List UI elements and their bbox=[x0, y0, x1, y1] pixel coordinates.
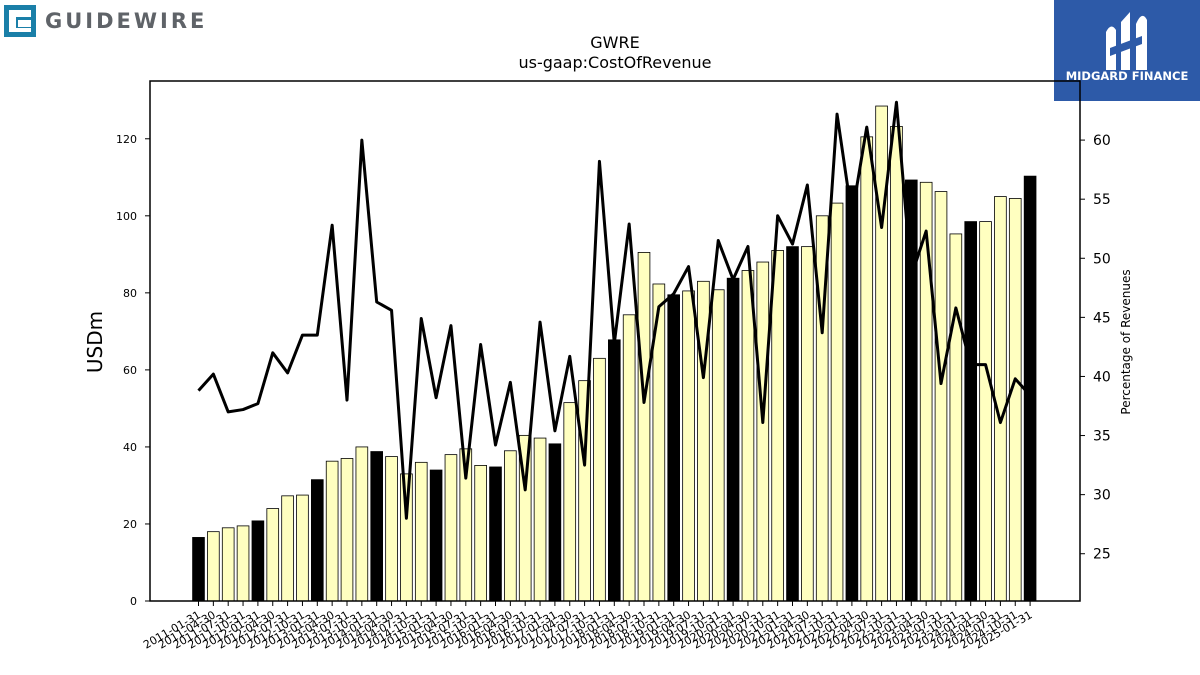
y-tick-label-60: 60 bbox=[123, 364, 137, 377]
y2-tick-label-50: 50 bbox=[1093, 251, 1111, 267]
bar-2017-01-31 bbox=[548, 443, 562, 602]
bar-2021-10-31 bbox=[830, 202, 844, 602]
y-tick-label-120: 120 bbox=[116, 133, 137, 146]
y-axis-label: USDm bbox=[83, 311, 107, 373]
bar-2011-04-30 bbox=[207, 531, 220, 602]
bar-2012-04-30 bbox=[266, 508, 280, 602]
bar-2018-04-30 bbox=[622, 314, 636, 602]
bar-2024-01-31 bbox=[964, 221, 977, 602]
guidewire-mark-icon bbox=[4, 5, 36, 37]
bar-2020-10-31 bbox=[771, 250, 784, 602]
bar-2014-04-30 bbox=[385, 456, 398, 602]
bar-2013-01-31 bbox=[310, 479, 324, 602]
percentage-line bbox=[197, 100, 1032, 520]
bar-2022-01-31 bbox=[845, 185, 859, 602]
bar-2024-10-31 bbox=[1008, 198, 1022, 602]
y-tick-label-0: 0 bbox=[130, 595, 137, 608]
bar-2015-10-31 bbox=[474, 465, 487, 602]
bar-2012-07-31 bbox=[281, 495, 294, 602]
bar-2012-10-31 bbox=[296, 494, 309, 602]
bar-2013-04-30 bbox=[325, 460, 339, 602]
bar-2019-04-30 bbox=[682, 290, 695, 602]
bar-2018-01-31 bbox=[608, 339, 621, 602]
midgard-mark-icon bbox=[1106, 12, 1147, 71]
bar-2020-04-30 bbox=[741, 270, 755, 602]
bar-2022-10-31 bbox=[890, 126, 903, 602]
bar-2020-07-31 bbox=[756, 261, 770, 602]
y2-tick-label-60: 60 bbox=[1093, 133, 1111, 149]
midgard-finance-logo: MIDGARD FINANCE bbox=[1054, 0, 1200, 101]
y2-axis-label: Percentage of Revenues bbox=[1119, 269, 1133, 414]
line-series bbox=[197, 100, 1032, 520]
bar-2023-10-31 bbox=[949, 233, 963, 602]
bar-2021-01-31 bbox=[786, 246, 799, 602]
y2-tick-label-45: 45 bbox=[1093, 310, 1111, 326]
bar-2015-04-30 bbox=[444, 454, 458, 602]
guidewire-logo-text: GUIDEWIRE bbox=[45, 9, 208, 33]
y2-tick-label-55: 55 bbox=[1093, 192, 1111, 208]
chart-title: GWRE bbox=[590, 33, 639, 52]
bar-2012-01-31 bbox=[251, 520, 265, 602]
y2-tick-label-40: 40 bbox=[1093, 369, 1111, 385]
bar-2020-01-31 bbox=[726, 277, 740, 602]
plot-frame bbox=[149, 80, 1081, 602]
y-tick-label-20: 20 bbox=[123, 518, 137, 531]
bar-2016-10-31 bbox=[533, 437, 547, 602]
y-tick-label-40: 40 bbox=[123, 441, 137, 454]
bar-2014-07-31 bbox=[400, 473, 413, 602]
bar-2022-04-30 bbox=[860, 136, 874, 602]
midgard-logo-text: MIDGARD FINANCE bbox=[1065, 69, 1189, 83]
y2-tick-label-25: 25 bbox=[1093, 547, 1111, 563]
guidewire-logo: GUIDEWIRE bbox=[4, 4, 207, 38]
bar-2017-04-30 bbox=[563, 402, 577, 602]
bar-2011-10-31 bbox=[236, 525, 250, 602]
y-tick-label-80: 80 bbox=[123, 287, 137, 300]
bar-2013-07-31 bbox=[340, 458, 354, 602]
bar-2015-01-31 bbox=[429, 469, 443, 602]
bar-2011-01-31 bbox=[192, 537, 205, 602]
y-tick-label-100: 100 bbox=[116, 210, 137, 223]
bar-2016-01-31 bbox=[489, 466, 502, 602]
bar-2024-07-31 bbox=[994, 196, 1007, 602]
bar-series bbox=[192, 105, 1037, 602]
bar-2017-07-31 bbox=[578, 380, 591, 602]
bar-2016-04-30 bbox=[504, 450, 517, 602]
y2-tick-label-35: 35 bbox=[1093, 429, 1111, 445]
bar-2019-10-31 bbox=[711, 289, 725, 602]
bar-2011-07-31 bbox=[221, 527, 235, 602]
y2-tick-label-30: 30 bbox=[1093, 488, 1111, 504]
bar-2014-10-31 bbox=[414, 461, 428, 602]
bar-2013-10-31 bbox=[355, 446, 369, 602]
bar-2018-07-31 bbox=[637, 252, 651, 602]
bar-2023-07-31 bbox=[934, 191, 948, 602]
bar-2021-04-30 bbox=[801, 246, 814, 602]
chart-subtitle: us-gaap:CostOfRevenue bbox=[518, 53, 711, 72]
bar-2019-01-31 bbox=[667, 294, 680, 602]
bar-2014-01-31 bbox=[370, 451, 383, 602]
bar-2017-10-31 bbox=[593, 357, 606, 602]
bar-2024-04-30 bbox=[979, 221, 992, 602]
axes: 02040608010012025303540455055602011-01-3… bbox=[116, 80, 1111, 652]
